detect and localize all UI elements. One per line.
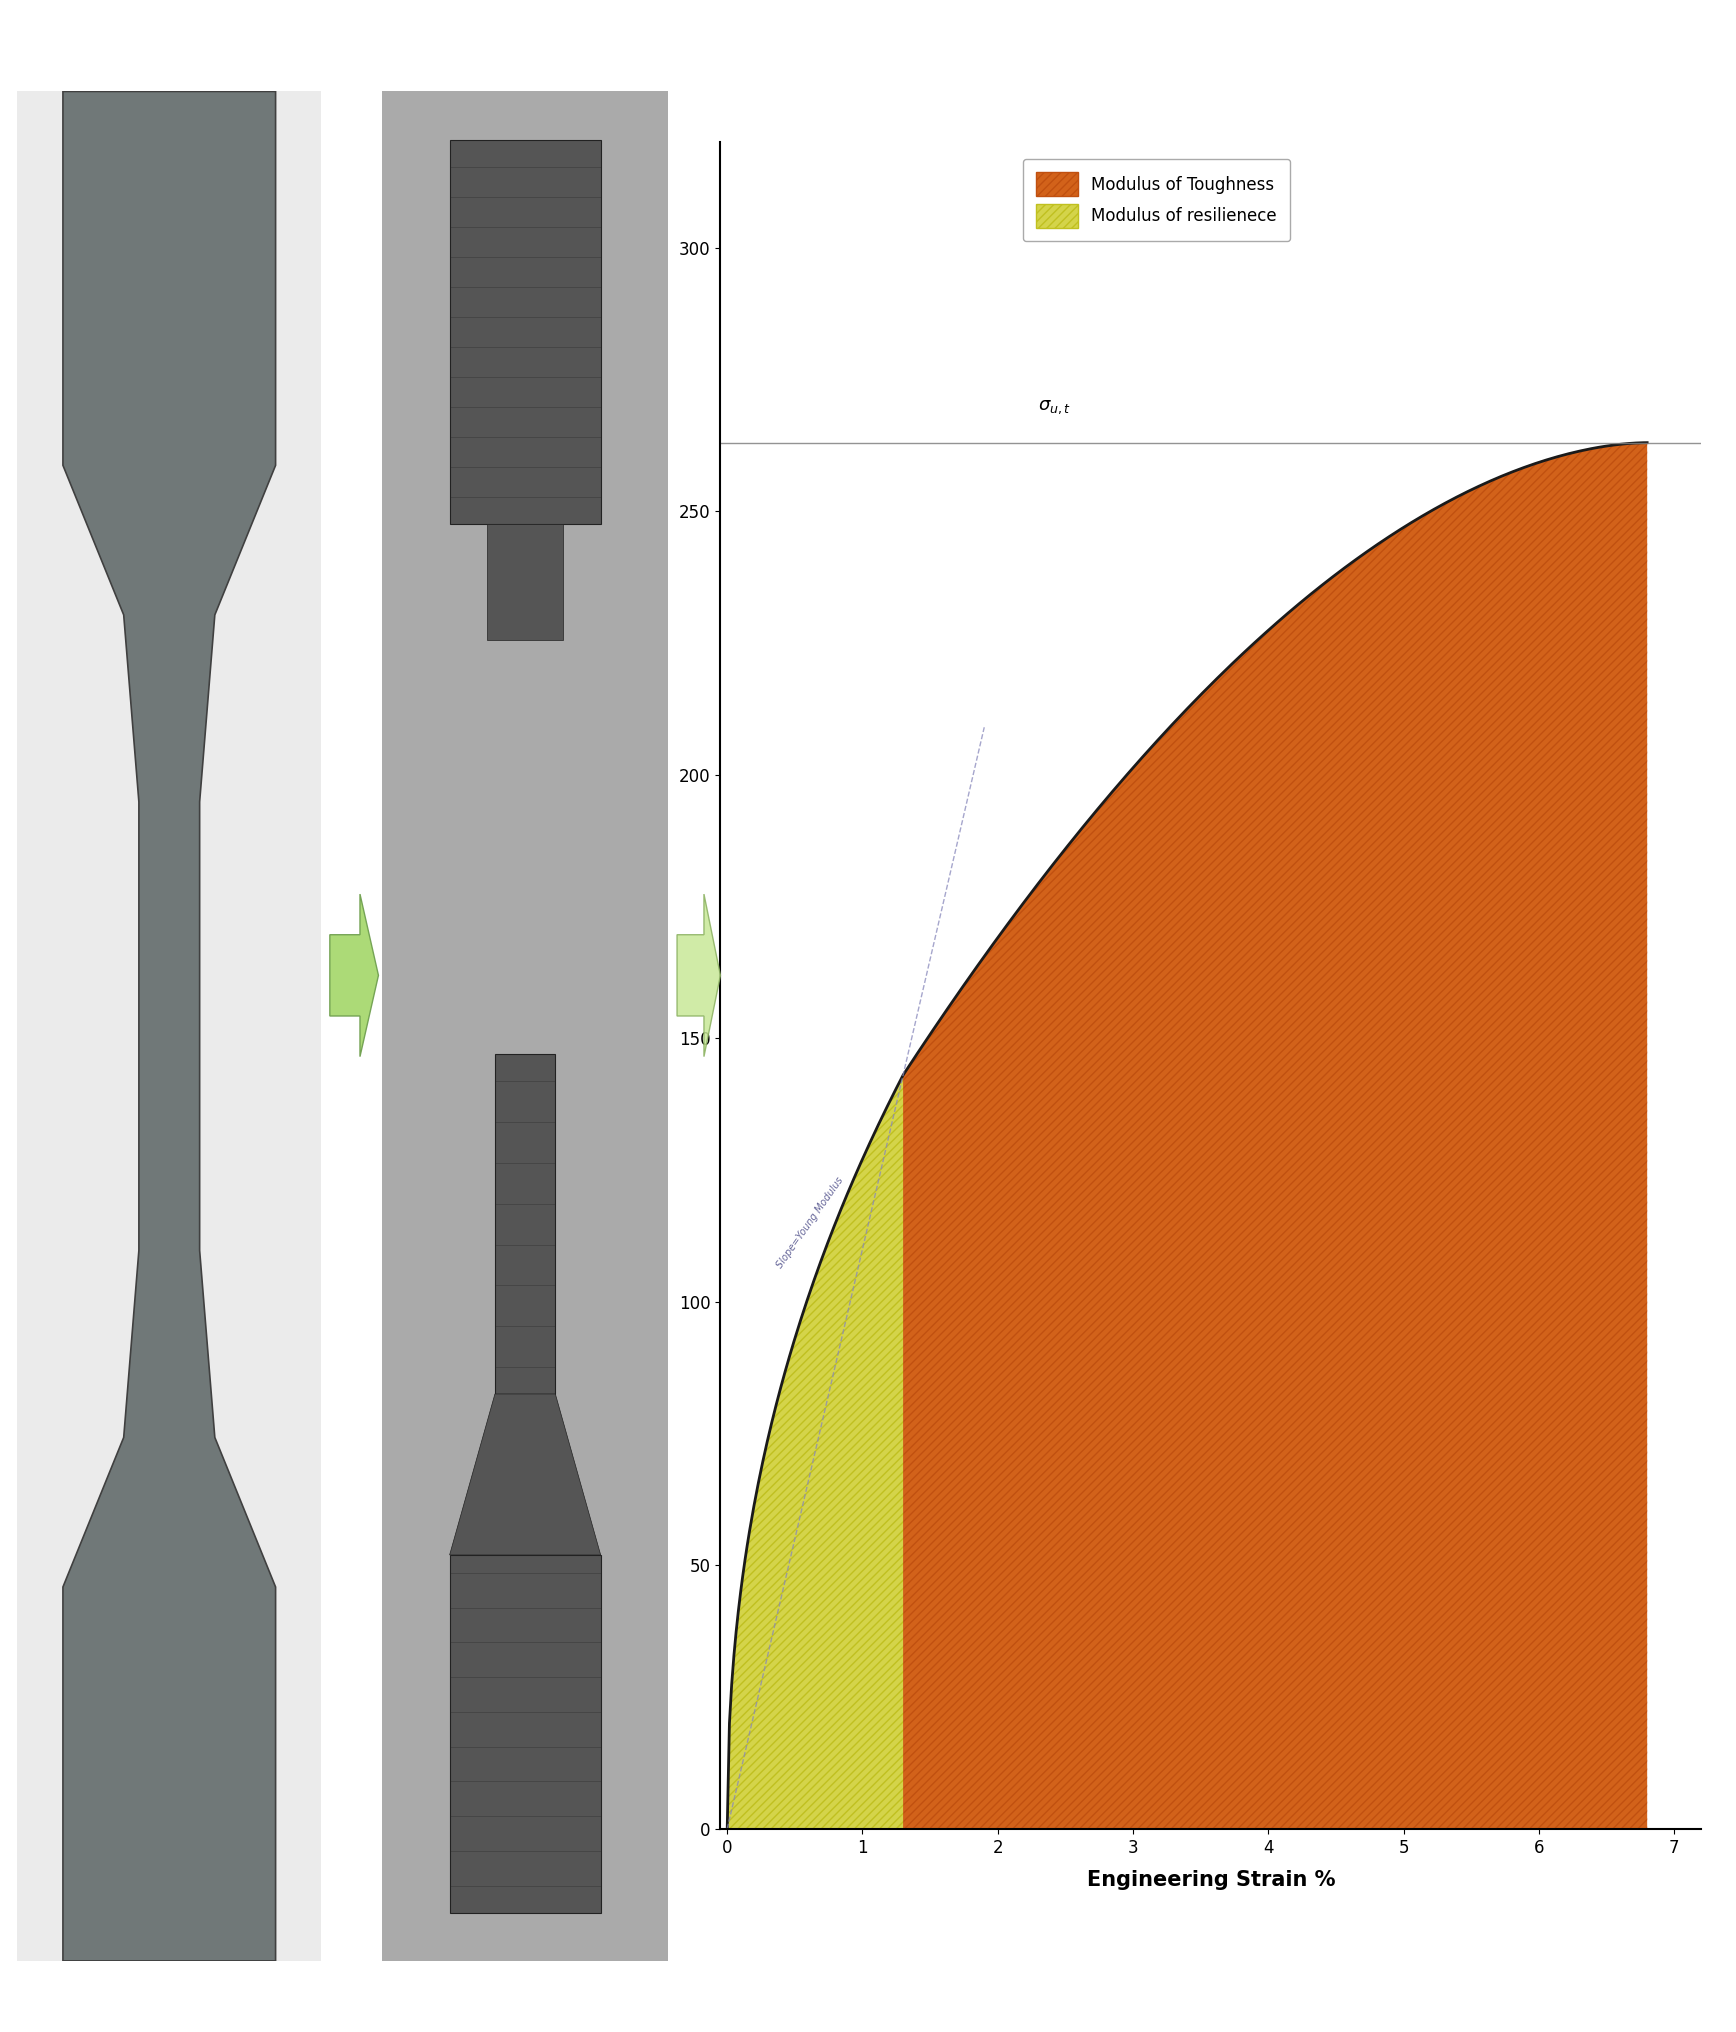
Polygon shape — [495, 1055, 556, 1394]
Legend: Modulus of Toughness, Modulus of resilienece: Modulus of Toughness, Modulus of resilie… — [1023, 158, 1290, 242]
Polygon shape — [450, 1394, 601, 1554]
Text: $\sigma_{u,t}$: $\sigma_{u,t}$ — [1038, 398, 1071, 417]
Polygon shape — [62, 91, 276, 1961]
Polygon shape — [450, 1554, 601, 1912]
Polygon shape — [488, 524, 562, 640]
X-axis label: Engineering Strain %: Engineering Strain % — [1087, 1869, 1335, 1890]
Y-axis label: Engineering Stress (MPa): Engineering Stress (MPa) — [649, 872, 668, 1099]
Polygon shape — [450, 140, 601, 524]
Text: Slope=Young Modulus: Slope=Young Modulus — [774, 1174, 845, 1270]
